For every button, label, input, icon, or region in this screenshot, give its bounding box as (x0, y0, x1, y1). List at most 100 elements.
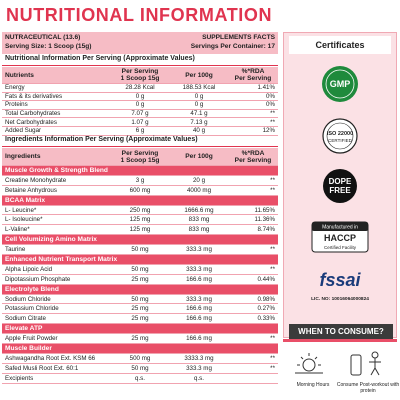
cell: 125 mg (129, 226, 151, 234)
table-row: Net Carbohydrates 1.07 g 7.13 g ** (2, 118, 278, 127)
cell: q.s. (194, 374, 204, 382)
header-line: %*RDA (241, 68, 265, 75)
section-name: Enhanced Nutrient Transport Matrix (5, 255, 118, 263)
table-row: Potassium Chloride 25 mg 166.6 mg 0.27% (2, 304, 278, 315)
cell: 50 mg (131, 295, 149, 303)
table-row: Creatine Monohydrate 3 g 20 g ** (2, 176, 278, 186)
title: NUTRITIONAL INFORMATION (6, 5, 273, 25)
table-row: Safed Musli Root Ext. 60:1 50 mg 333.3 mg *… (2, 364, 278, 374)
cell: 125 mg (129, 216, 151, 224)
cell: 0 g (135, 92, 145, 100)
cell: 7.13 g (190, 118, 208, 126)
cell: 0 g (194, 92, 204, 100)
cell: ** (270, 110, 275, 118)
cell: Proteins (5, 101, 28, 109)
cell: 333.3 mg (186, 295, 212, 303)
cell: 40 g (192, 127, 206, 135)
cell: 1666.6 mg (184, 206, 214, 214)
nutrition-table: Nutrients Per Serving 1 Scoop 15g Per 100g%… (2, 67, 278, 136)
cell: Safed Musli Root Ext. 60:1 (5, 364, 79, 372)
badges: GMP ISO 22000 CERTIFIED DOPE FREE Manufa… (311, 66, 369, 302)
header-block: NUTRACEUTICAL (13.6) SUPPLEMENTS FACTS S… (2, 32, 278, 54)
free-text: FREE (329, 186, 351, 195)
table-row: L- Leucine* 250 mg 1666.6 mg 11.65% (2, 206, 278, 216)
header-line: %*RDA (241, 149, 265, 157)
section-row: Elevate ATP (2, 324, 278, 335)
cell: 50 mg (131, 265, 149, 273)
cell: ** (270, 176, 275, 184)
section-name: Muscle Builder (5, 344, 52, 352)
table-row: Sodium Chloride 50 mg 333.3 mg 0.98% (2, 295, 278, 305)
cell: Apple Fruit Powder (5, 335, 58, 343)
cell: Alpha Lipoic Acid (5, 265, 53, 273)
cell: Total Carbohydrates (5, 110, 61, 118)
table-row: Added Sugar 6 g 40 g 12% (2, 127, 278, 136)
header-line: Per Serving (121, 68, 159, 75)
table-row: Betaine Anhydrous 600 mg 4000 mg ** (2, 186, 278, 196)
section-row: Muscle Growth & Strength Blend (2, 166, 278, 176)
consume-icons (295, 351, 381, 376)
table-row: L-Valine* 125 mg 833 mg 8.74% (2, 225, 278, 236)
cell: 166.6 mg (186, 305, 212, 313)
cell: Added Sugar (5, 127, 42, 135)
cell: 6 g (135, 127, 145, 135)
sun-icon (295, 353, 323, 374)
consume-item: Morning Hours (296, 382, 330, 388)
cell: 3333.3 mg (184, 354, 214, 362)
section-name: Electrolyte Blend (5, 285, 59, 293)
cell: 0.44% (257, 275, 275, 283)
serving-size: Serving Size: 1 Scoop (15g) (5, 43, 92, 50)
header-line: Per 100g (185, 71, 213, 79)
table-row: Energy 28.28 Kcal 188.53 Kcal 1.41% (2, 84, 278, 93)
header-line: Per Serving (234, 75, 272, 82)
cell: 833 mg (188, 226, 210, 234)
cell: Energy (5, 84, 25, 92)
cell: q.s. (135, 374, 145, 382)
iso-badge: ISO 22000 CERTIFIED (322, 118, 358, 154)
cell: 8.74% (257, 226, 275, 234)
cell: Betaine Anhydrous (5, 186, 57, 194)
cell: 25 mg (131, 305, 149, 313)
gmp-badge: GMP (322, 66, 358, 102)
haccp-badge: Manufactured in HACCP Certified Facility (311, 221, 369, 253)
haccp-text: HACCP (324, 233, 356, 243)
section-name: Muscle Growth & Strength Blend (5, 166, 108, 174)
cell: 333.3 mg (186, 265, 212, 273)
fssai-badge: fssai LIC. NO: 10016064000824 (311, 270, 369, 302)
nutrition-caption: Nutritional Information Per Serving (App… (2, 55, 278, 66)
cell: 3 g (135, 176, 145, 184)
cell: Sodium Chloride (5, 295, 51, 303)
cell: ** (270, 335, 275, 343)
cell: ** (270, 118, 275, 126)
cell: 0.27% (257, 305, 275, 313)
iso-sub: CERTIFIED (328, 138, 352, 143)
cell: 1.07 g (131, 118, 149, 126)
cell: 500 mg (129, 354, 151, 362)
header-row: Ingredients Per Serving 1 Scoop 15g Per 100… (2, 148, 278, 166)
table-row: Apple Fruit Powder 25 mg 166.6 mg ** (2, 334, 278, 345)
cell: 47.1 g (190, 110, 208, 118)
cell: 600 mg (129, 186, 151, 194)
table-row: Fats & its derivatives 0 g 0 g 0% (2, 93, 278, 102)
servings: Servings Per Container: 17 (190, 43, 275, 50)
cell: 25 mg (131, 275, 149, 283)
column-header: %*RDA Per Serving (228, 68, 278, 82)
cell: Excipients (5, 374, 34, 382)
header-line: Per Serving (234, 156, 272, 164)
certificates-title: Certificates (289, 36, 391, 54)
cell: Net Carbohydrates (5, 118, 57, 126)
header-line: Per Serving (121, 149, 159, 157)
cell: ** (270, 364, 275, 372)
cell: 166.6 mg (186, 335, 212, 343)
table-row: L- Isoleucine* 125 mg 833 mg 11.36% (2, 215, 278, 226)
cell: 0% (266, 92, 275, 100)
column-header: Per 100g (170, 153, 228, 160)
cell: ** (270, 265, 275, 273)
section-name: Elevate ATP (5, 325, 43, 333)
ingredients-caption: Ingredients Information Per Serving (App… (2, 136, 278, 147)
column-header: Per 100g (170, 72, 228, 79)
section-row: Electrolyte Blend (2, 284, 278, 295)
haccp-top: Manufactured in (322, 225, 358, 231)
cell: 0 g (135, 101, 145, 109)
